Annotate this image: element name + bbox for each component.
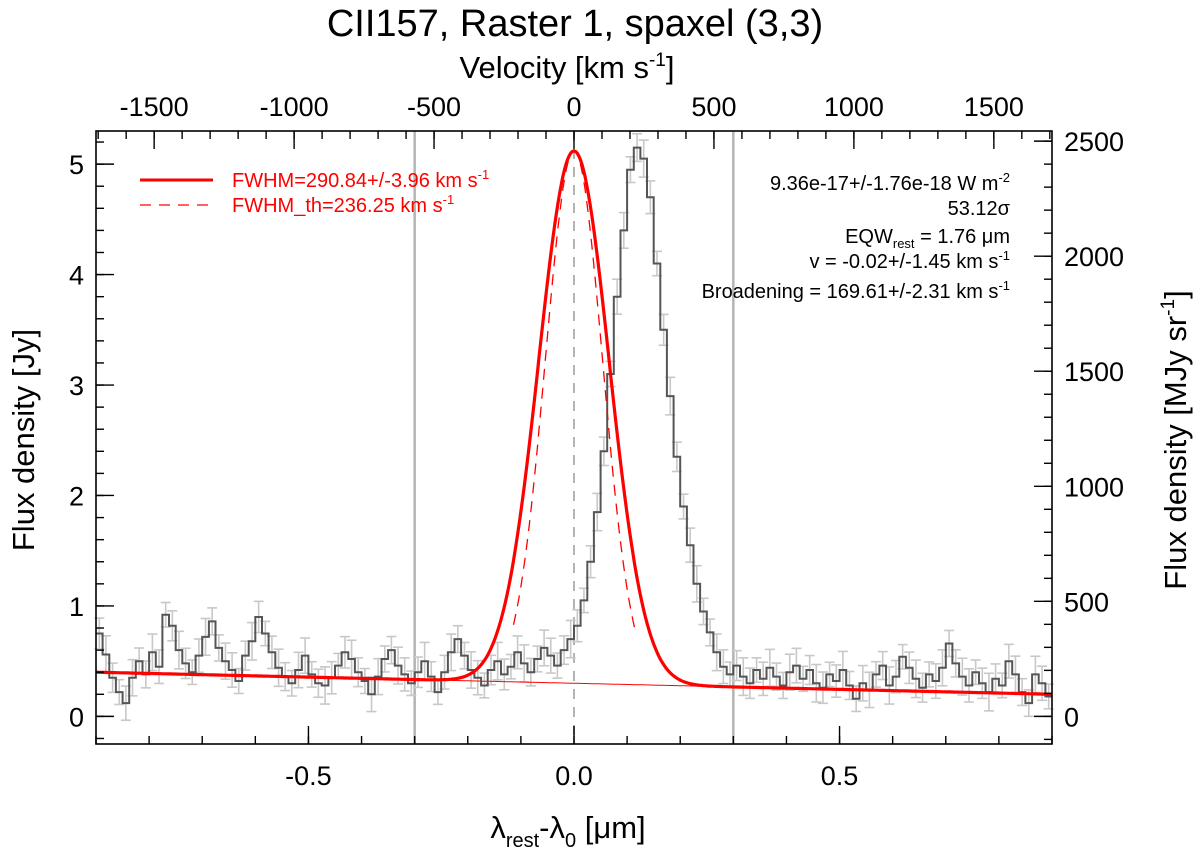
y-tick-label: 1: [69, 592, 84, 622]
top-tick-label: -1500: [120, 92, 189, 122]
annotation-velocity: v = -0.02+/-1.45 km s-1: [809, 248, 1010, 273]
fit-annotations: 9.36e-17+/-1.76e-18 W m-2 53.12σ EQWrest…: [702, 170, 1011, 303]
right-tick-labels: 0 500 1000 1500 2000 2500: [1064, 127, 1124, 732]
x-tick-label: 0.5: [821, 761, 859, 791]
right-tick-label: 2000: [1064, 242, 1124, 272]
right-tick-label: 500: [1064, 587, 1109, 617]
top-tick-label: 500: [691, 92, 736, 122]
x-tick-label: 0.0: [555, 761, 593, 791]
y-axis-label: Flux density [Jy]: [6, 329, 41, 551]
spectrum-line: [96, 146, 1052, 705]
right-tick-label: 2500: [1064, 127, 1124, 157]
y-tick-label: 2: [69, 481, 84, 511]
top-tick-label: -1000: [260, 92, 329, 122]
annotation-broadening: Broadening = 169.61+/-2.31 km s-1: [702, 278, 1010, 303]
y-tick-label: 4: [69, 261, 84, 291]
y-tick-label: 5: [69, 150, 84, 180]
y-tick-label: 0: [69, 702, 84, 732]
right-tick-label: 0: [1064, 702, 1079, 732]
legend-entry-fwhm: FWHM=290.84+/-3.96 km s-1: [232, 167, 489, 192]
top-tick-label: 1500: [964, 92, 1024, 122]
right-tick-label: 1500: [1064, 357, 1124, 387]
top-tick-label: 1000: [824, 92, 884, 122]
legend-entry-fwhm-th: FWHM_th=236.25 km s-1: [232, 192, 454, 217]
x-axis-label: λrest-λ0 [μm]: [490, 810, 645, 852]
y-tick-label: 3: [69, 371, 84, 401]
legend: FWHM=290.84+/-3.96 km s-1 FWHM_th=236.25…: [140, 167, 489, 217]
annotation-eqw: EQWrest = 1.76 μm: [845, 226, 1010, 251]
x-tick-label: -0.5: [285, 761, 332, 791]
top-tick-label: 0: [566, 92, 581, 122]
x-tick-labels: -0.5 0.0 0.5: [285, 761, 858, 791]
annotation-flux: 9.36e-17+/-1.76e-18 W m-2: [770, 170, 1010, 195]
axis-ticks: [95, 131, 1053, 744]
top-axis-label: Velocity [km s-1]: [459, 50, 674, 85]
fit-line: [96, 149, 1052, 696]
y-tick-labels: 0 1 2 3 4 5: [69, 150, 84, 732]
chart-title: CII157, Raster 1, spaxel (3,3): [327, 3, 823, 45]
annotation-snr: 53.12σ: [948, 198, 1011, 220]
top-tick-label: -500: [407, 92, 461, 122]
right-tick-label: 1000: [1064, 472, 1124, 502]
top-tick-labels: -1500 -1000 -500 0 500 1000 1500: [120, 92, 1024, 122]
right-axis-label: Flux density [MJy sr-1]: [1158, 290, 1193, 589]
